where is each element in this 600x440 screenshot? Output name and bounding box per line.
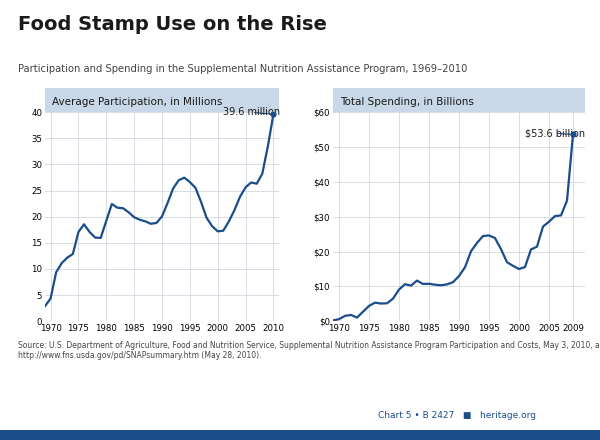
Text: Food Stamp Use on the Rise: Food Stamp Use on the Rise — [18, 15, 327, 34]
Text: $53.6 billion: $53.6 billion — [525, 128, 585, 138]
Text: Total Spending, in Billions: Total Spending, in Billions — [341, 97, 475, 107]
Text: Average Participation, in Millions: Average Participation, in Millions — [52, 97, 223, 107]
Text: Chart 5 • B 2427   ■   heritage.org: Chart 5 • B 2427 ■ heritage.org — [378, 411, 536, 420]
Text: Source: U.S. Department of Agriculture, Food and Nutrition Service, Supplemental: Source: U.S. Department of Agriculture, … — [18, 341, 600, 360]
Text: Participation and Spending in the Supplemental Nutrition Assistance Program, 196: Participation and Spending in the Supple… — [18, 64, 467, 74]
Text: 39.6 million: 39.6 million — [223, 107, 280, 117]
